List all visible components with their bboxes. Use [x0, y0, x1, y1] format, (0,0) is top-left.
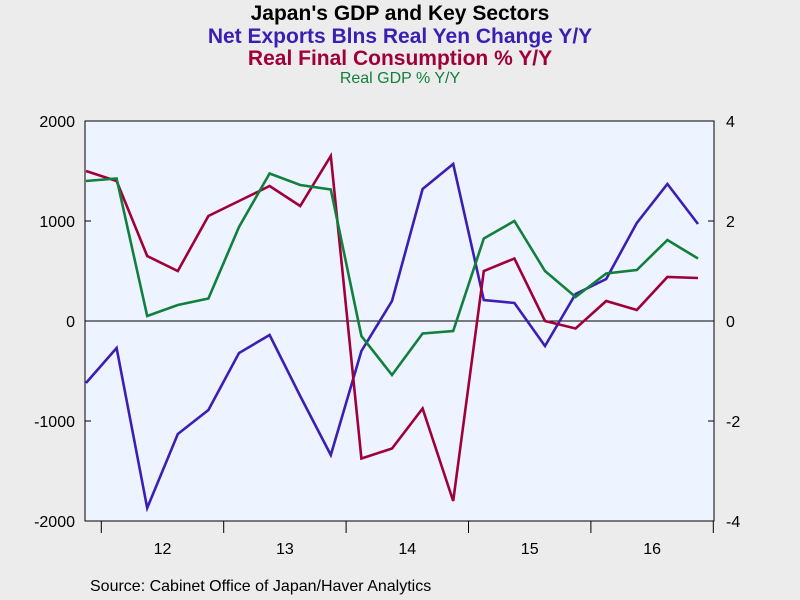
plot-frame — [84, 120, 715, 522]
source-note: Source: Cabinet Office of Japan/Haver An… — [90, 578, 432, 595]
x-axis-tick-label: 16 — [643, 541, 661, 558]
left-axis-tick-label: 1000 — [39, 214, 75, 231]
x-axis-tick-label: 12 — [154, 541, 172, 558]
right-axis-tick-label: -4 — [726, 514, 740, 531]
left-axis-tick-label: -1000 — [34, 414, 75, 431]
right-axis-tick-label: -2 — [726, 414, 740, 431]
chart-title: Japan's GDP and Key Sectors — [250, 2, 550, 25]
left-axis-tick-label: -2000 — [34, 514, 75, 531]
right-axis-tick-label: 0 — [726, 314, 735, 331]
real-consumption-line — [85, 152, 699, 502]
right-axis-tick-label: 4 — [726, 114, 735, 131]
x-axis-tick-label: 15 — [521, 541, 539, 558]
series-title-real-gdp: Real GDP % Y/Y — [339, 70, 461, 87]
chart-titles: Japan's GDP and Key Sectors Net Exports … — [0, 2, 800, 88]
right-axis-tick-label: 2 — [726, 214, 735, 231]
series-title-net-exports: Net Exports Blns Real Yen Change Y/Y — [207, 25, 593, 48]
x-axis-tick-label: 14 — [398, 541, 416, 558]
left-axis-tick-label: 2000 — [39, 114, 75, 131]
left-axis-tick-label: 0 — [66, 314, 75, 331]
series-title-real-consumption: Real Final Consumption % Y/Y — [247, 47, 553, 70]
real-gdp-line — [85, 171, 699, 378]
net-exports-line — [85, 161, 700, 513]
x-axis-tick-label: 13 — [276, 541, 294, 558]
